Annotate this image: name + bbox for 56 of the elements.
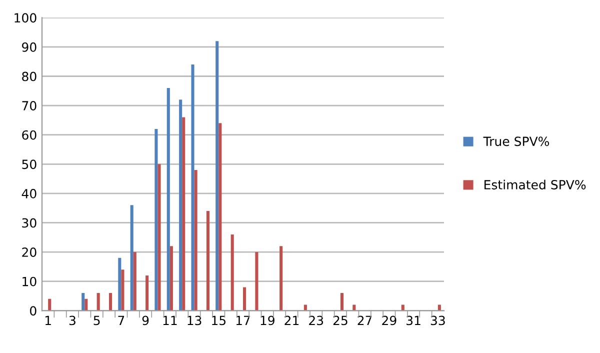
bar (133, 252, 136, 311)
y-tick-label: 10 (22, 276, 36, 286)
x-tick-label: 27 (358, 316, 372, 325)
bar (216, 41, 219, 311)
x-tick-label: 21 (284, 316, 299, 325)
x-tick-label: 7 (118, 316, 124, 325)
bar (170, 246, 173, 311)
bar (182, 117, 186, 311)
y-tick-label: 30 (22, 218, 36, 228)
bar (179, 100, 182, 311)
bar (255, 252, 258, 311)
bar (206, 211, 210, 311)
bar (130, 205, 134, 311)
x-tick-label: 17 (236, 316, 250, 325)
x-tick-label: 5 (94, 316, 100, 326)
y-tick-label: 70 (22, 101, 36, 110)
bar (230, 234, 234, 311)
legend-label: Estimated SPV% (484, 180, 586, 190)
bar (48, 298, 52, 311)
y-tick-label: 60 (22, 130, 36, 140)
bar (280, 246, 283, 311)
x-tick-label: 29 (382, 316, 396, 326)
bar (121, 270, 124, 311)
x-tick-label: 1 (45, 316, 51, 325)
x-tick-label: 9 (142, 316, 149, 326)
x-tick-label: 23 (309, 316, 324, 326)
x-tick-label: 3 (69, 316, 76, 326)
bar (191, 64, 194, 311)
bar (243, 287, 246, 311)
y-tick-label: 100 (14, 13, 36, 23)
x-tick-label: 11 (163, 316, 177, 325)
x-tick-label: 33 (430, 316, 445, 326)
y-tick-label: 40 (22, 188, 36, 198)
bar (146, 275, 149, 311)
bar (109, 293, 112, 311)
x-tick-label: 31 (406, 316, 420, 326)
y-tick-label: 0 (30, 306, 36, 316)
bar (158, 164, 161, 311)
bar (82, 293, 85, 311)
y-tick-label: 20 (22, 248, 36, 257)
x-tick-label: 13 (188, 316, 202, 326)
bar (166, 88, 170, 311)
x-tick-label: 19 (260, 316, 274, 326)
bar (118, 258, 122, 311)
bar (154, 128, 158, 311)
y-tick-label: 80 (22, 72, 36, 82)
bar (194, 170, 198, 311)
y-tick-label: 50 (22, 160, 36, 170)
bar (340, 293, 344, 311)
bar (218, 123, 222, 311)
bar (96, 293, 100, 311)
x-tick-label: 15 (212, 316, 226, 326)
y-tick-label: 90 (22, 42, 36, 52)
legend-label: True SPV% (483, 136, 550, 146)
x-tick-label: 25 (333, 316, 348, 326)
bar (84, 298, 88, 311)
